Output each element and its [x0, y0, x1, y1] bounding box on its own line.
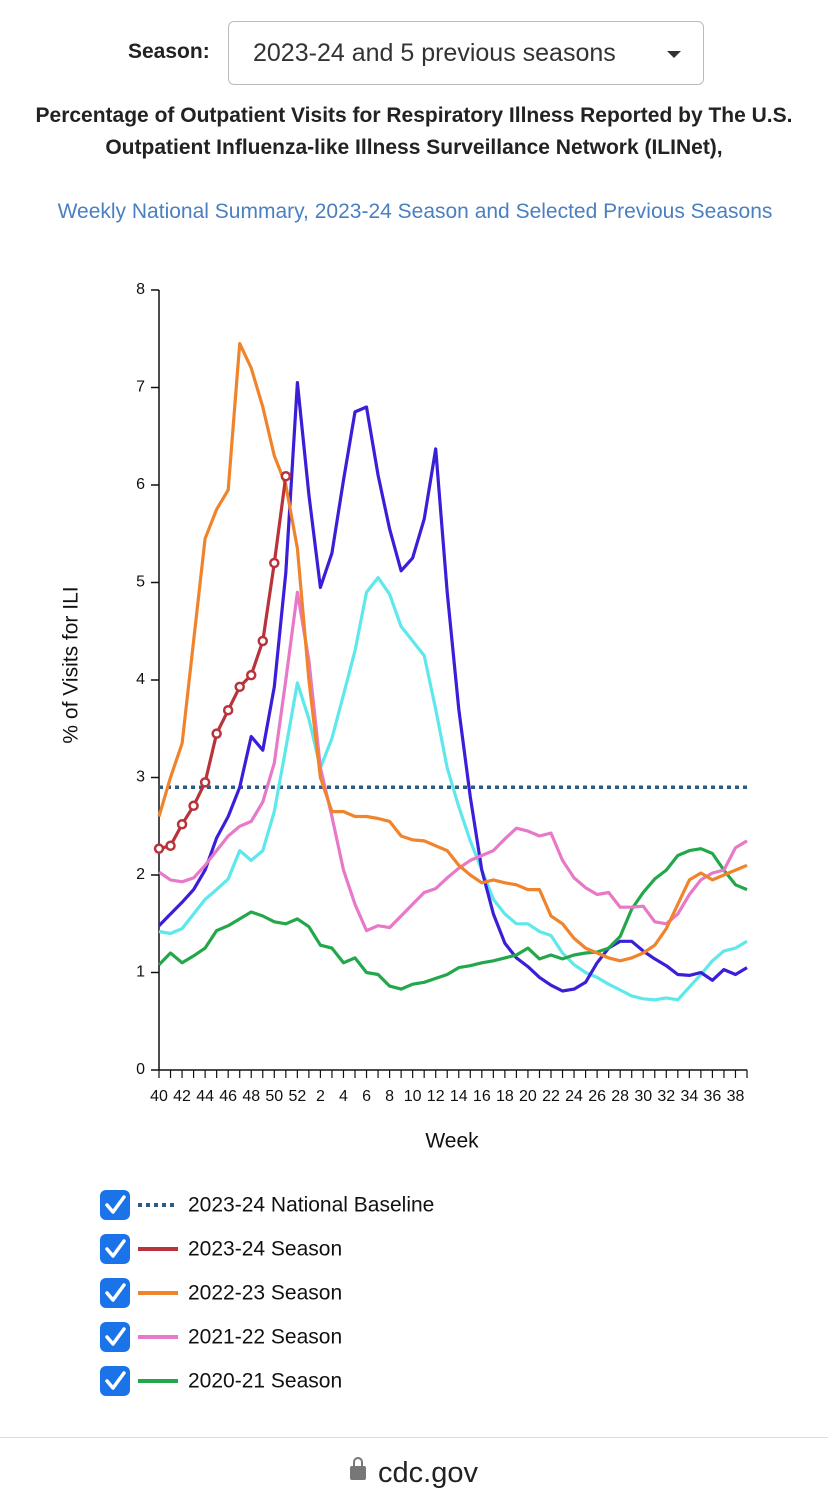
x-tick-label: 26	[588, 1088, 606, 1105]
y-tick-label: 4	[136, 671, 145, 688]
y-tick-label: 8	[136, 281, 145, 298]
x-tick-label: 44	[196, 1088, 214, 1105]
series-line	[158, 590, 748, 933]
x-tick-label: 28	[611, 1088, 629, 1105]
series-marker	[199, 777, 211, 788]
series-line	[157, 381, 748, 993]
legend-checkbox[interactable]	[100, 1190, 130, 1220]
x-tick-label: 14	[450, 1088, 468, 1105]
y-tick-label: 0	[136, 1061, 145, 1078]
series-marker	[176, 819, 188, 830]
series-marker	[234, 681, 245, 693]
series-line	[158, 576, 748, 1002]
x-tick-label: 16	[473, 1088, 491, 1105]
checkmark	[105, 1371, 126, 1390]
legend-label: 2022-23 Season	[188, 1282, 342, 1305]
legend-checkbox[interactable]	[100, 1278, 130, 1308]
x-tick-label: 50	[265, 1088, 283, 1105]
series-marker	[165, 840, 176, 851]
season-dropdown[interactable]: 2023-24 and 5 previous seasons	[228, 21, 704, 85]
y-axis-label: % of Visits for ILI	[60, 586, 83, 743]
checkmark	[105, 1283, 126, 1302]
x-tick-label: 10	[404, 1088, 422, 1105]
checkmark	[105, 1195, 126, 1214]
series-marker	[188, 800, 199, 812]
series-marker	[222, 704, 234, 716]
legend-label: 2020-21 Season	[188, 1370, 342, 1393]
y-tick-label: 6	[136, 476, 145, 493]
x-tick-label: 34	[680, 1088, 698, 1105]
y-tick-label: 5	[136, 574, 145, 591]
legend-checkbox[interactable]	[100, 1322, 130, 1352]
x-tick-label: 30	[634, 1088, 652, 1105]
checkmark	[105, 1327, 126, 1346]
legend-label: 2023-24 Season	[188, 1238, 342, 1261]
y-tick-label: 2	[136, 866, 145, 883]
x-tick-label: 24	[565, 1088, 583, 1105]
footer: cdc.gov	[0, 1457, 828, 1490]
x-tick-label: 20	[519, 1088, 537, 1105]
season-label: Season:	[128, 40, 210, 63]
chart-title: Percentage of Outpatient Visits for Resp…	[35, 104, 793, 159]
series-marker	[153, 843, 165, 854]
x-tick-label: 2	[316, 1088, 325, 1105]
x-tick-label: 12	[427, 1088, 445, 1105]
x-tick-label: 46	[219, 1088, 237, 1105]
x-tick-label: 38	[727, 1088, 745, 1105]
lock-icon	[350, 1457, 367, 1480]
series-marker	[257, 635, 269, 647]
x-tick-label: 32	[657, 1088, 675, 1105]
series-line	[157, 342, 748, 963]
x-tick-label: 22	[542, 1088, 560, 1105]
x-tick-label: 42	[173, 1088, 191, 1105]
y-tick-label: 1	[136, 964, 145, 981]
legend-checkbox[interactable]	[100, 1234, 130, 1264]
legend-checkbox[interactable]	[100, 1366, 130, 1396]
x-tick-label: 52	[288, 1088, 306, 1105]
domain: cdc.gov	[378, 1457, 478, 1489]
series-line	[157, 847, 748, 991]
x-tick-label: 4	[339, 1088, 348, 1105]
x-tick-label: 48	[242, 1088, 260, 1105]
y-tick-label: 3	[136, 769, 145, 786]
legend-label: 2021-22 Season	[188, 1326, 342, 1349]
x-axis-label: Week	[425, 1130, 479, 1153]
legend-label: 2023-24 National Baseline	[188, 1194, 434, 1217]
series-marker	[269, 557, 280, 569]
x-tick-label: 18	[496, 1088, 514, 1105]
series-marker	[211, 728, 222, 739]
x-tick-label: 36	[704, 1088, 722, 1105]
series-marker	[280, 470, 292, 482]
footer-divider	[0, 1437, 828, 1438]
y-tick-label: 7	[136, 379, 145, 396]
series-marker	[245, 669, 257, 681]
chart-subtitle: Weekly National Summary, 2023-24 Season …	[57, 200, 773, 223]
x-tick-label: 40	[150, 1088, 168, 1105]
x-tick-label: 6	[362, 1088, 371, 1105]
x-tick-label: 8	[385, 1088, 394, 1105]
checkmark	[105, 1239, 126, 1258]
